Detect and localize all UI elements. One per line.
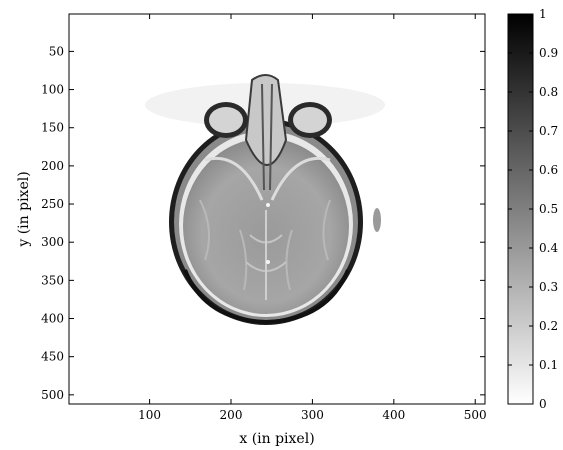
- colorbar-tick-label: 0.7: [539, 124, 558, 138]
- colorbar-tick-label: 0.1: [539, 358, 558, 372]
- x-tick-label: 200: [220, 408, 243, 422]
- y-tick-label: 50: [49, 44, 64, 58]
- y-tick-label: 150: [41, 121, 64, 135]
- colorbar-tick-label: 0.9: [539, 46, 558, 60]
- x-tick-label: 500: [464, 408, 487, 422]
- x-tick-label: 400: [382, 408, 405, 422]
- y-tick-label: 350: [41, 273, 64, 287]
- colorbar-tick-label: 0.4: [539, 241, 558, 255]
- y-tick-label: 100: [41, 83, 64, 97]
- y-tick-label: 450: [41, 350, 64, 364]
- x-axis-ticks: 100 200 300 400 500: [138, 14, 487, 422]
- colorbar-tick-label: 1: [539, 7, 547, 21]
- x-tick-label: 100: [138, 408, 161, 422]
- y-tick-label: 500: [41, 388, 64, 402]
- colorbar-tick-label: 0.2: [539, 319, 558, 333]
- y-tick-label: 200: [41, 159, 64, 173]
- colorbar-ticks: 0 0.1 0.2 0.3 0.4 0.5 0.6 0.7 0.8 0.9 1: [508, 7, 558, 411]
- y-tick-label: 400: [41, 312, 64, 326]
- y-axis-label: y (in pixel): [16, 171, 32, 247]
- colorbar-tick-label: 0.8: [539, 85, 558, 99]
- colorbar-tick-label: 0: [539, 397, 547, 411]
- y-axis-ticks: 50 100 150 200 250 300 350 400 450 500: [41, 44, 485, 402]
- colorbar-tick-label: 0.6: [539, 163, 558, 177]
- x-tick-label: 300: [301, 408, 324, 422]
- colorbar-tick-label: 0.5: [539, 202, 558, 216]
- x-axis-label: x (in pixel): [239, 431, 314, 447]
- y-tick-label: 250: [41, 197, 64, 211]
- brain-scan-image: [145, 74, 385, 325]
- colorbar-tick-label: 0.3: [539, 280, 558, 294]
- axes-frame: [68, 13, 486, 405]
- y-tick-label: 300: [41, 235, 64, 249]
